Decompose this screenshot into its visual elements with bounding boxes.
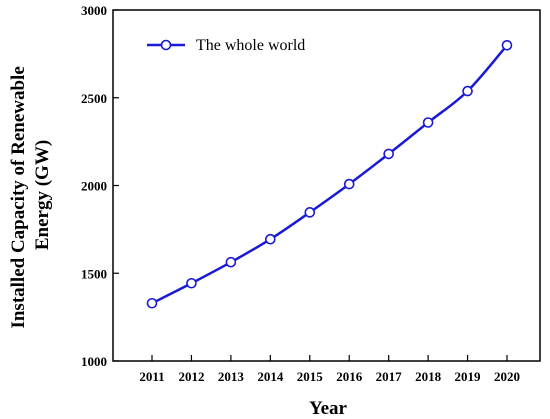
y-tick-label: 1500 bbox=[81, 266, 107, 281]
plot-frame bbox=[112, 9, 541, 362]
y-tick-label: 1000 bbox=[81, 354, 107, 369]
legend-label: The whole world bbox=[196, 37, 305, 54]
x-axis: 2011 2012 2013 2014 2015 2016 2017 2018 2019 2020 bbox=[139, 355, 520, 384]
series-line bbox=[151, 44, 508, 305]
y-axis: 1000 1500 2000 2500 3000 bbox=[81, 3, 119, 369]
x-tick-label: 2016 bbox=[336, 369, 363, 384]
data-point bbox=[383, 148, 394, 160]
data-point bbox=[462, 85, 473, 97]
data-point bbox=[501, 39, 513, 51]
data-point bbox=[304, 207, 316, 218]
x-tick-label: 2015 bbox=[297, 369, 324, 384]
data-point bbox=[186, 277, 197, 289]
x-tick-label: 2011 bbox=[139, 369, 164, 384]
data-point bbox=[265, 233, 276, 245]
y-axis-title-line-1: Installed Capacity of Renewable bbox=[8, 66, 29, 328]
x-tick-label: 2017 bbox=[376, 369, 403, 384]
data-point bbox=[146, 297, 158, 309]
x-tick-label: 2020 bbox=[494, 369, 520, 384]
series-layer bbox=[146, 39, 513, 309]
legend-marker bbox=[160, 39, 172, 51]
y-tick-label: 3000 bbox=[81, 3, 107, 18]
x-tick-label: 2018 bbox=[415, 369, 442, 384]
data-point bbox=[422, 117, 434, 128]
x-axis-title: Year bbox=[309, 398, 348, 419]
x-tick-label: 2019 bbox=[455, 369, 482, 384]
legend: The whole world bbox=[147, 37, 305, 54]
y-axis-title: Installed Capacity of Renewable Energy (… bbox=[8, 61, 53, 328]
x-tick-label: 2012 bbox=[178, 369, 204, 384]
x-tick-label: 2014 bbox=[257, 369, 284, 384]
y-tick-label: 2500 bbox=[81, 91, 107, 106]
y-axis-title-line-2: Energy (GW) bbox=[32, 140, 53, 250]
data-point bbox=[225, 256, 237, 268]
x-tick-label: 2013 bbox=[218, 369, 245, 384]
data-point bbox=[343, 178, 355, 190]
y-tick-label: 2000 bbox=[81, 179, 107, 194]
